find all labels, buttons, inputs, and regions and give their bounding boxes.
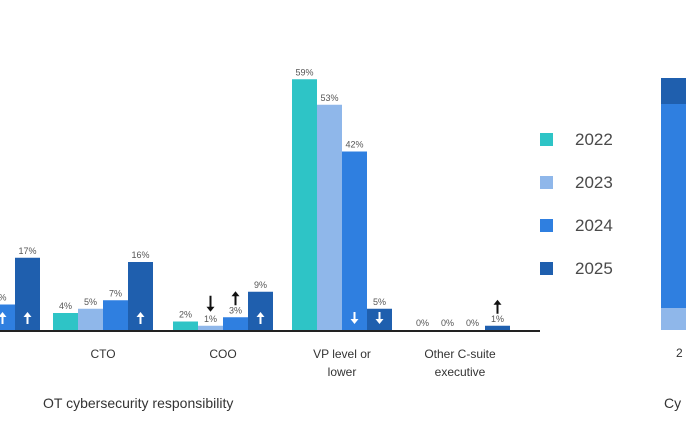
x-tick-label: VP level or: [313, 347, 371, 361]
x-tick-label: lower: [328, 365, 357, 379]
bar-2022: [173, 321, 198, 330]
data-label: 42%: [345, 140, 363, 150]
adjacent-bar-segment: [661, 308, 686, 330]
data-label: 0%: [466, 318, 479, 328]
data-label: 1%: [204, 314, 217, 324]
data-label: 7%: [109, 288, 122, 298]
x-tick-label: Other C-suite: [424, 347, 496, 361]
data-label: 3%: [229, 305, 242, 315]
bar-2024: [103, 300, 128, 330]
legend-label: 2025: [575, 258, 613, 278]
up-arrow-icon: [256, 312, 265, 317]
legend-item-2024: 2024: [540, 204, 650, 247]
bar-2023: [78, 308, 103, 330]
adjacent-chart-tick-label: 2: [676, 346, 683, 360]
bar-2022: [292, 79, 317, 330]
x-axis-title: OT cybersecurity responsibility: [43, 395, 234, 411]
legend-item-2022: 2022: [540, 118, 650, 161]
data-label: 2%: [179, 310, 192, 320]
down-arrow-icon: [375, 319, 384, 324]
x-tick-label: executive: [435, 365, 486, 379]
up-arrow-icon: [0, 312, 7, 317]
legend-swatch: [540, 176, 553, 189]
data-label: 16%: [131, 250, 149, 260]
legend-label: 2024: [575, 215, 613, 235]
up-arrow-icon: [493, 299, 502, 305]
data-label: 0%: [416, 318, 429, 328]
data-label: 0%: [441, 318, 454, 328]
adjacent-bar-segment: [661, 78, 686, 104]
legend-label: 2023: [575, 172, 613, 192]
up-arrow-icon: [136, 312, 145, 317]
x-tick-label: COO: [209, 347, 236, 361]
down-arrow-icon: [206, 306, 215, 312]
legend-swatch: [540, 219, 553, 232]
data-label: 17%: [18, 246, 36, 256]
bar-2023: [198, 325, 223, 330]
data-label: 4%: [59, 301, 72, 311]
legend-item-2025: 2025: [540, 247, 650, 290]
adjacent-chart-title: Cy: [664, 395, 682, 411]
data-label: 59%: [295, 67, 313, 77]
adjacent-chart-bar: [661, 78, 686, 330]
data-label: 9%: [254, 280, 267, 290]
down-arrow-icon: [350, 319, 359, 324]
bar-2023: [317, 104, 342, 330]
legend-label: 2022: [575, 129, 613, 149]
x-tick-label: CTO: [90, 347, 115, 361]
legend-swatch: [540, 262, 553, 275]
bar-2025: [485, 325, 510, 330]
up-arrow-icon: [23, 312, 32, 317]
bar-2024: [0, 304, 15, 330]
data-label: 5%: [84, 297, 97, 307]
legend: 2022 2023 2024 2025: [540, 118, 650, 290]
data-label: 1%: [491, 314, 504, 324]
adjacent-bar-segment: [661, 104, 686, 308]
data-label: 53%: [320, 93, 338, 103]
bar-2025: [248, 291, 273, 330]
legend-item-2023: 2023: [540, 161, 650, 204]
bar-2024: [342, 151, 367, 330]
bar-2024: [223, 317, 248, 330]
data-label: %: [0, 293, 7, 303]
legend-swatch: [540, 133, 553, 146]
data-label: 5%: [373, 297, 386, 307]
up-arrow-icon: [231, 291, 240, 297]
bar-2022: [53, 313, 78, 330]
